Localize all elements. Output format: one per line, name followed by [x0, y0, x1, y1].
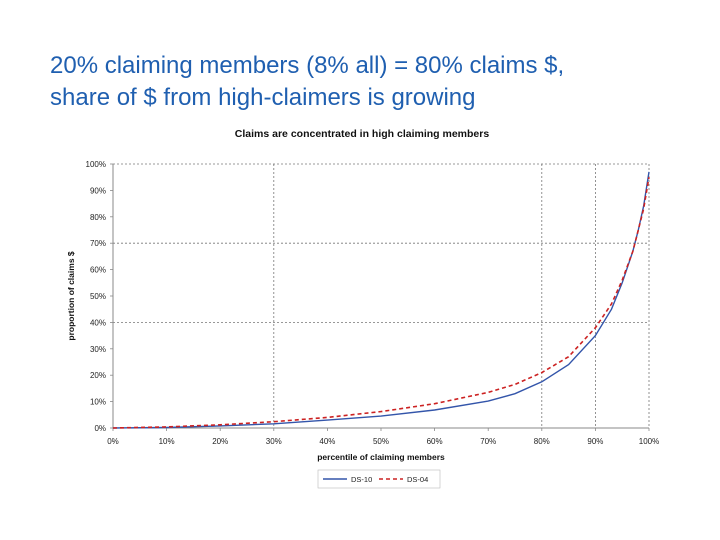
x-tick-label: 80% [534, 437, 550, 446]
y-tick-label: 90% [90, 186, 106, 195]
y-tick-label: 0% [94, 424, 106, 433]
x-tick-label: 90% [587, 437, 603, 446]
x-tick-label: 100% [639, 437, 659, 446]
x-tick-label: 70% [480, 437, 496, 446]
slide-title-line-2: share of $ from high-claimers is growing [50, 84, 476, 111]
legend-label: DS-04 [407, 475, 428, 484]
x-tick-label: 30% [266, 437, 282, 446]
legend-label: DS-10 [351, 475, 372, 484]
y-tick-label: 50% [90, 292, 106, 301]
y-tick-label: 80% [90, 213, 106, 222]
y-tick-label: 70% [90, 239, 106, 248]
y-tick-label: 40% [90, 318, 106, 327]
chart-title: Claims are concentrated in high claiming… [235, 128, 490, 140]
y-tick-label: 30% [90, 345, 106, 354]
y-axis-label: proportion of claims $ [66, 251, 76, 341]
x-tick-label: 60% [427, 437, 443, 446]
x-tick-label: 0% [107, 437, 119, 446]
y-tick-label: 60% [90, 266, 106, 275]
plot-area: 0% 10% 20% 30% 40% 50% 60% 70% 80% 90% 100% 0% 10% 20… [86, 160, 660, 446]
x-axis-label: percentile of claiming members [317, 452, 445, 462]
x-tick-label: 10% [159, 437, 175, 446]
chart-legend: DS-10 DS-04 [317, 469, 441, 489]
series-line-ds-04 [112, 177, 650, 429]
series-line-ds-10 [112, 171, 650, 429]
slide-title: 20% claiming members (8% all) = 80% clai… [50, 50, 690, 114]
slide-title-line-1: 20% claiming members (8% all) = 80% clai… [50, 52, 565, 79]
y-tick-label: 10% [90, 398, 106, 407]
x-tick-label: 50% [373, 437, 389, 446]
y-tick-label: 20% [90, 371, 106, 380]
x-tick-label: 40% [319, 437, 335, 446]
y-tick-label: 100% [86, 160, 106, 169]
x-tick-label: 20% [212, 437, 228, 446]
